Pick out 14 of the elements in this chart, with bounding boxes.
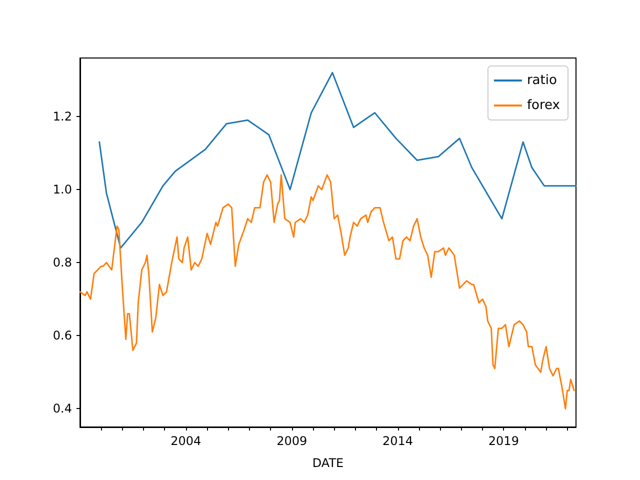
y-tick-label: 1.0	[52, 182, 72, 197]
x-axis-title: DATE	[312, 456, 344, 470]
line-series	[79, 174, 575, 410]
legend-label: forex	[526, 98, 560, 113]
y-tick-label: 0.4	[52, 402, 72, 416]
y-tick-label: 1.2	[52, 109, 72, 124]
x-tick-label: 2019	[488, 434, 519, 448]
x-tick-label: 2009	[276, 434, 308, 448]
x-tick-label: 2004	[170, 434, 202, 448]
x-tick-label: 2014	[382, 434, 414, 448]
y-tick-label: 0.6	[52, 328, 72, 343]
line-series	[98, 72, 577, 249]
legend-label: ratio	[526, 73, 557, 88]
y-tick-label: 0.8	[52, 256, 72, 270]
